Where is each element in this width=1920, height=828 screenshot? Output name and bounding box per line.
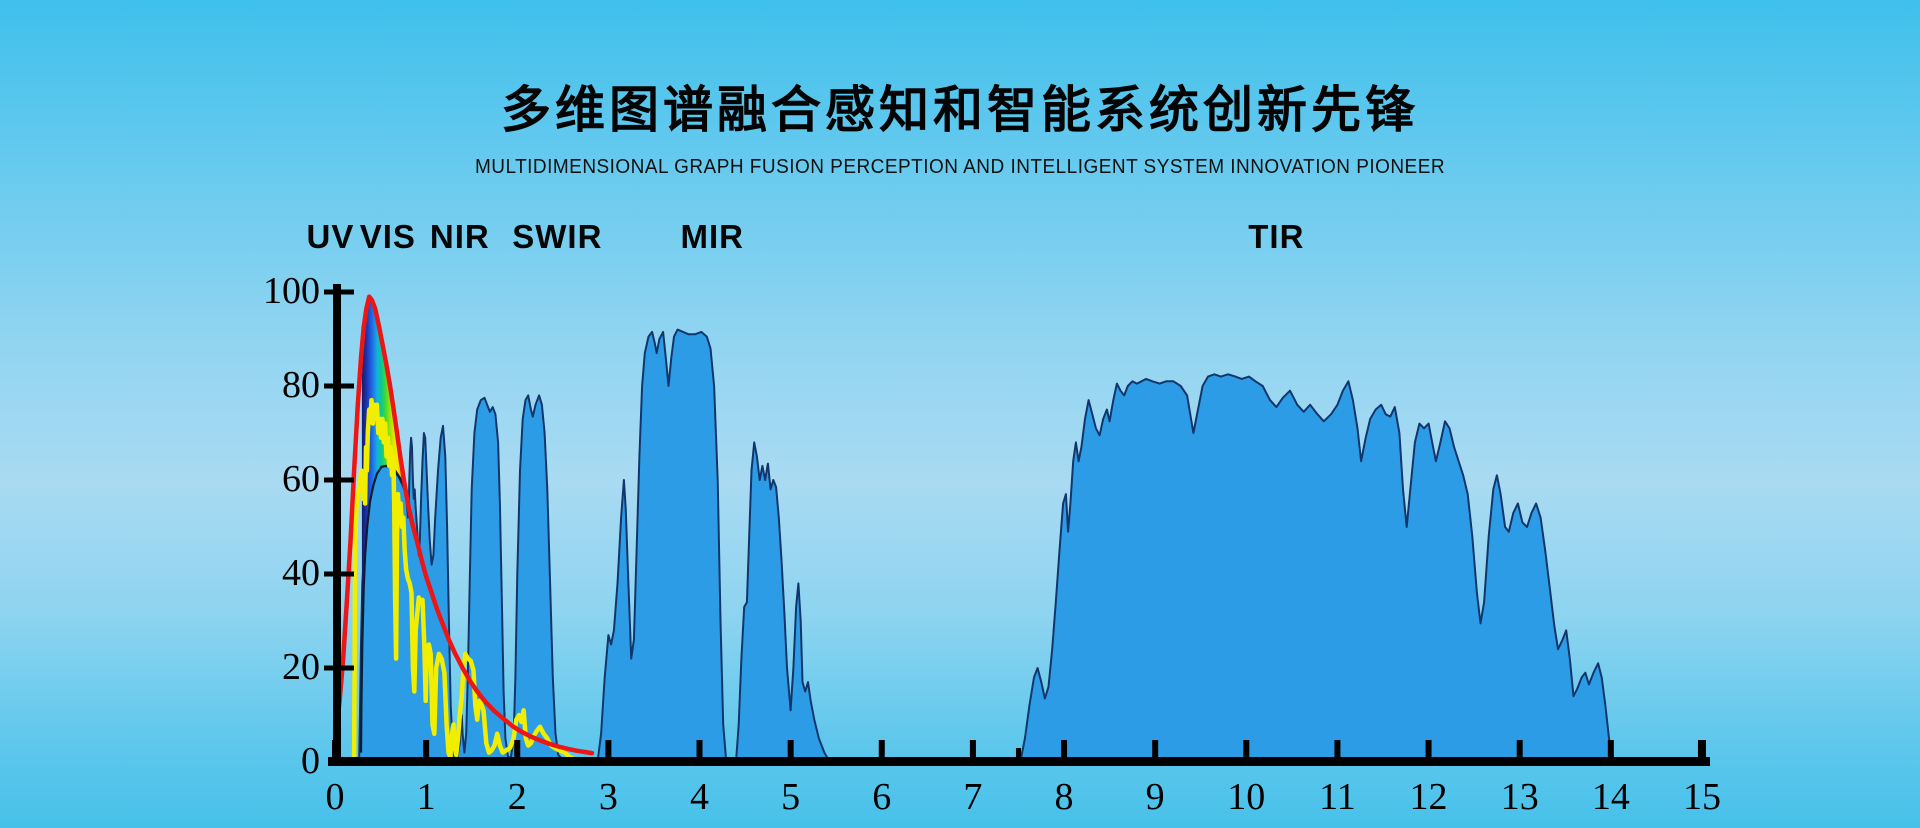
- x-tick-label-4: 4: [690, 776, 710, 818]
- x-axis-tick: [696, 740, 703, 758]
- x-axis-tick: [423, 740, 430, 758]
- x-axis-tick: [514, 740, 521, 758]
- band-label-mir: MIR: [680, 218, 745, 255]
- x-axis-tick: [1516, 740, 1523, 758]
- y-tick-label-100: 100: [263, 270, 320, 312]
- first-window-outline: [359, 464, 410, 753]
- x-axis-tick: [1607, 740, 1614, 758]
- y-tick-label-60: 60: [282, 458, 320, 500]
- band-label-swir: SWIR: [512, 218, 603, 255]
- band-label-vis: VIS: [359, 218, 416, 255]
- visible-spectrum-wedge: [361, 296, 409, 678]
- page-subtitle: MULTIDIMENSIONAL GRAPH FUSION PERCEPTION…: [474, 156, 1446, 178]
- x-tick-label-1: 1: [416, 776, 436, 818]
- x-axis-tick: [969, 740, 976, 758]
- band-label-tir: TIR: [1248, 218, 1305, 255]
- x-tick-label-9: 9: [1145, 776, 1165, 818]
- x-tick-label-10: 10: [1227, 776, 1266, 818]
- y-tick-label-40: 40: [282, 552, 320, 594]
- x-axis-line: [328, 757, 1710, 766]
- x-axis-tick: [1243, 740, 1250, 758]
- y-tick-label-20: 20: [282, 646, 320, 688]
- y-tick-label-80: 80: [282, 364, 320, 406]
- x-tick-label-12: 12: [1409, 776, 1448, 818]
- x-axis-minor-tick: [1015, 748, 1021, 758]
- x-tick-label-13: 13: [1500, 776, 1539, 818]
- x-axis-tick: [1334, 740, 1341, 758]
- x-tick-label-14: 14: [1591, 776, 1630, 818]
- x-tick-label-15: 15: [1682, 776, 1721, 818]
- y-axis-tick: [324, 289, 354, 295]
- x-axis-tick: [1061, 740, 1068, 758]
- y-axis-tick: [324, 571, 354, 577]
- x-tick-label-3: 3: [598, 776, 618, 818]
- x-axis-tick: [332, 740, 338, 758]
- x-axis-tick: [605, 740, 612, 758]
- x-tick-label-6: 6: [872, 776, 892, 818]
- x-tick-label-7: 7: [963, 776, 983, 818]
- surface-solar-curve: [351, 397, 578, 765]
- y-axis-tick: [324, 665, 354, 671]
- band-label-uv: UV: [306, 218, 355, 255]
- y-tick-label-0: 0: [301, 740, 320, 782]
- x-tick-label-11: 11: [1319, 776, 1356, 818]
- x-tick-label-2: 2: [507, 776, 527, 818]
- transmission-windows-area: [358, 328, 1618, 763]
- x-tick-label-0: 0: [325, 776, 345, 818]
- x-axis-tick: [878, 740, 885, 758]
- x-tick-label-5: 5: [781, 776, 801, 818]
- y-axis-tick: [324, 477, 354, 483]
- x-tick-label-8: 8: [1054, 776, 1074, 818]
- x-axis-tick: [1152, 740, 1159, 758]
- x-axis-tick: [787, 740, 794, 758]
- band-label-nir: NIR: [429, 218, 490, 255]
- page-title: 多维图谱融合感知和智能系统创新先锋: [501, 81, 1419, 139]
- x-axis-tick: [1697, 740, 1706, 758]
- y-axis-line: [333, 284, 341, 766]
- solar-envelope-curve: [333, 294, 595, 756]
- x-axis-tick: [1425, 740, 1432, 758]
- y-axis-tick: [324, 383, 354, 389]
